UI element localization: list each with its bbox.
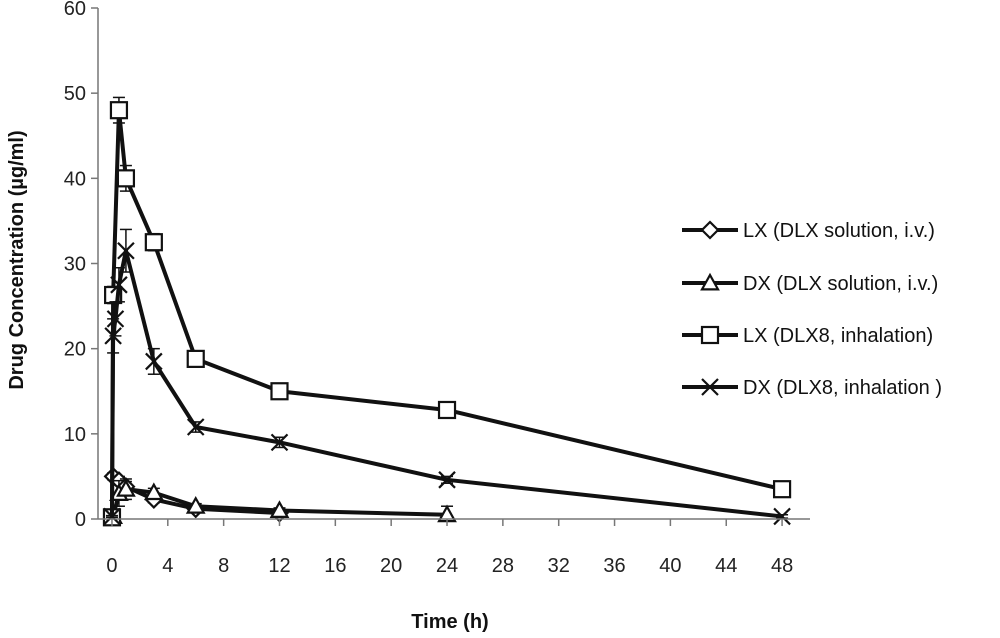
x-tick-label: 40	[659, 555, 681, 577]
legend-label: DX (DLX solution, i.v.)	[743, 273, 938, 295]
data-point	[438, 471, 456, 489]
y-tick-label: 0	[75, 509, 86, 531]
data-point	[116, 478, 136, 497]
data-point	[106, 310, 125, 328]
data-point	[270, 433, 289, 452]
x-tick-label: 32	[548, 555, 570, 577]
x-tick-label: 36	[603, 555, 625, 577]
legend-marker	[700, 272, 720, 291]
series-3	[102, 96, 792, 527]
y-tick-label: 60	[64, 0, 86, 20]
x-tick-label: 0	[106, 555, 117, 577]
plot-area	[102, 96, 792, 527]
series-line	[109, 248, 783, 519]
legend-item: DX (DLX8, inhalation )	[682, 377, 942, 399]
legend: LX (DLX solution, i.v.) DX (DLX solution,…	[682, 220, 942, 399]
data-point	[145, 352, 163, 371]
x-tick-label: 28	[492, 555, 514, 577]
y-axis-ticks: 0 10 20 30 40 50 60	[64, 0, 98, 531]
y-tick-label: 20	[64, 339, 86, 361]
data-point	[104, 327, 122, 345]
data-point	[110, 276, 128, 294]
axes	[97, 8, 810, 520]
data-point	[117, 241, 135, 260]
x-tick-label: 12	[268, 555, 290, 577]
x-tick-label: 20	[380, 555, 402, 577]
data-point	[186, 418, 205, 436]
legend-item: LX (DLX8, inhalation)	[682, 325, 933, 347]
x-tick-label: 16	[324, 555, 346, 577]
x-tick-label: 8	[218, 555, 229, 577]
y-tick-label: 30	[64, 254, 86, 276]
data-point	[437, 400, 457, 420]
y-tick-label: 40	[64, 168, 86, 190]
x-axis-title: Time (h)	[411, 611, 488, 633]
data-point	[773, 507, 791, 526]
series-4	[103, 228, 791, 526]
x-axis-ticks: 0 4 8 12 16 20 24 28 32 36 40 44 48	[106, 519, 793, 577]
data-point	[103, 507, 121, 526]
x-tick-label: 24	[436, 555, 458, 577]
y-tick-label: 10	[64, 424, 86, 446]
legend-label: LX (DLX8, inhalation)	[743, 325, 933, 347]
y-axis-title: Drug Concentration (µg/ml)	[6, 130, 28, 389]
x-tick-label: 48	[771, 555, 793, 577]
legend-label: LX (DLX solution, i.v.)	[743, 220, 935, 242]
data-point	[270, 382, 289, 401]
x-tick-label: 4	[162, 555, 173, 577]
series-line	[109, 108, 783, 518]
data-point	[186, 349, 205, 368]
data-point	[144, 233, 163, 252]
legend-marker	[701, 378, 719, 396]
x-tick-label: 44	[715, 555, 737, 577]
data-point	[143, 482, 164, 501]
data-point	[269, 500, 290, 518]
y-tick-label: 50	[64, 83, 86, 105]
data-point	[116, 169, 136, 188]
legend-marker	[700, 220, 720, 240]
data-point	[185, 495, 206, 514]
legend-label: DX (DLX8, inhalation )	[743, 377, 942, 399]
legend-item: DX (DLX solution, i.v.)	[682, 272, 938, 295]
data-point	[109, 101, 129, 120]
legend-marker	[700, 325, 720, 345]
legend-item: LX (DLX solution, i.v.)	[682, 220, 935, 242]
data-point	[772, 480, 792, 499]
